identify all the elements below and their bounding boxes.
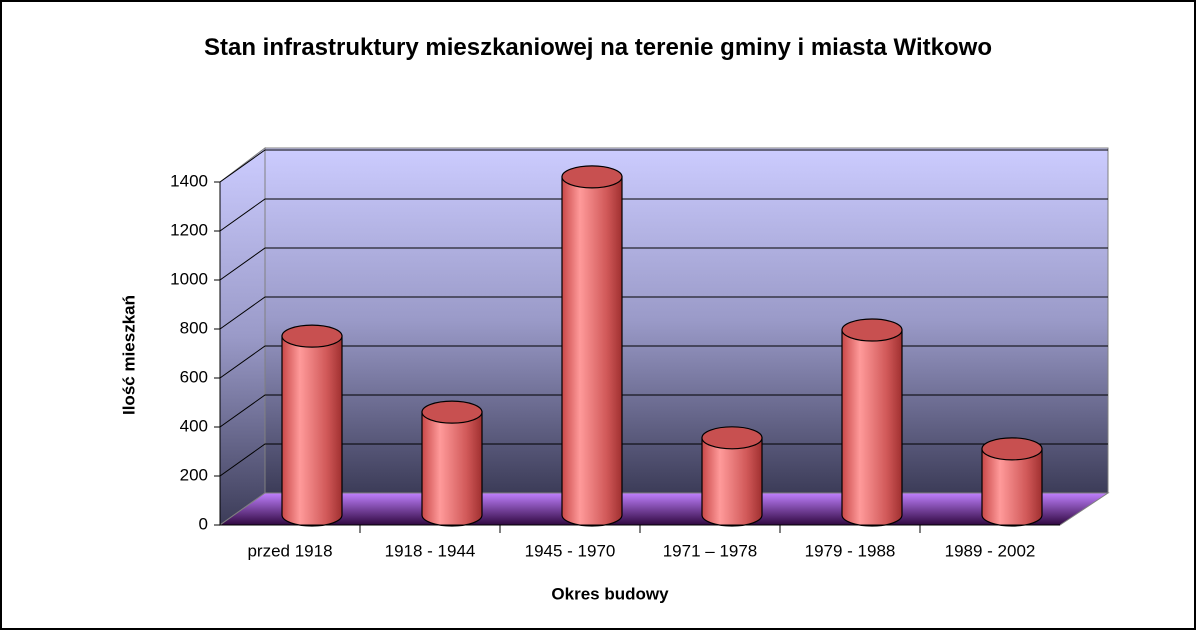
grid-line — [219, 149, 1108, 183]
x-tick-label: 1918 - 1944 — [385, 541, 476, 560]
bar — [701, 437, 763, 527]
bar-top — [561, 165, 623, 189]
grid-line — [219, 443, 1108, 477]
x-tick-label: przed 1918 — [247, 541, 332, 560]
side-wall — [219, 146, 266, 526]
y-axis-title: Ilość mieszkań — [119, 295, 138, 415]
y-tick-label: 1000 — [170, 269, 208, 288]
bar — [421, 411, 483, 527]
bar-top — [701, 426, 763, 450]
bar — [981, 448, 1043, 527]
x-axis-title: Okres budowy — [551, 584, 669, 603]
bar — [841, 329, 903, 527]
bar-top — [421, 400, 483, 424]
y-tick-label: 1200 — [170, 220, 208, 239]
grid-line — [219, 296, 1108, 330]
bar-top — [281, 324, 343, 348]
chart-title: Stan infrastruktury mieszkaniowej na ter… — [204, 34, 992, 61]
y-tick-label: 800 — [180, 318, 208, 337]
bar-top — [841, 318, 903, 342]
y-tick-label: 200 — [180, 465, 208, 484]
y-tick-label: 1400 — [170, 171, 208, 190]
back-wall — [264, 147, 1109, 494]
y-tick-label: 600 — [180, 367, 208, 386]
grid-line — [219, 394, 1108, 428]
grid-line — [219, 198, 1108, 232]
x-tick-label: 1971 – 1978 — [663, 541, 758, 560]
y-tick-label: 400 — [180, 416, 208, 435]
grid-line — [219, 247, 1108, 281]
bar — [561, 176, 623, 527]
x-tick-label: 1979 - 1988 — [805, 541, 896, 560]
floor — [218, 492, 1110, 526]
bar — [281, 335, 343, 527]
y-tick-label: 0 — [199, 514, 208, 533]
grid-line — [219, 345, 1108, 379]
x-tick-label: 1989 - 2002 — [945, 541, 1036, 560]
x-tick-label: 1945 - 1970 — [525, 541, 616, 560]
bar-top — [981, 437, 1043, 461]
